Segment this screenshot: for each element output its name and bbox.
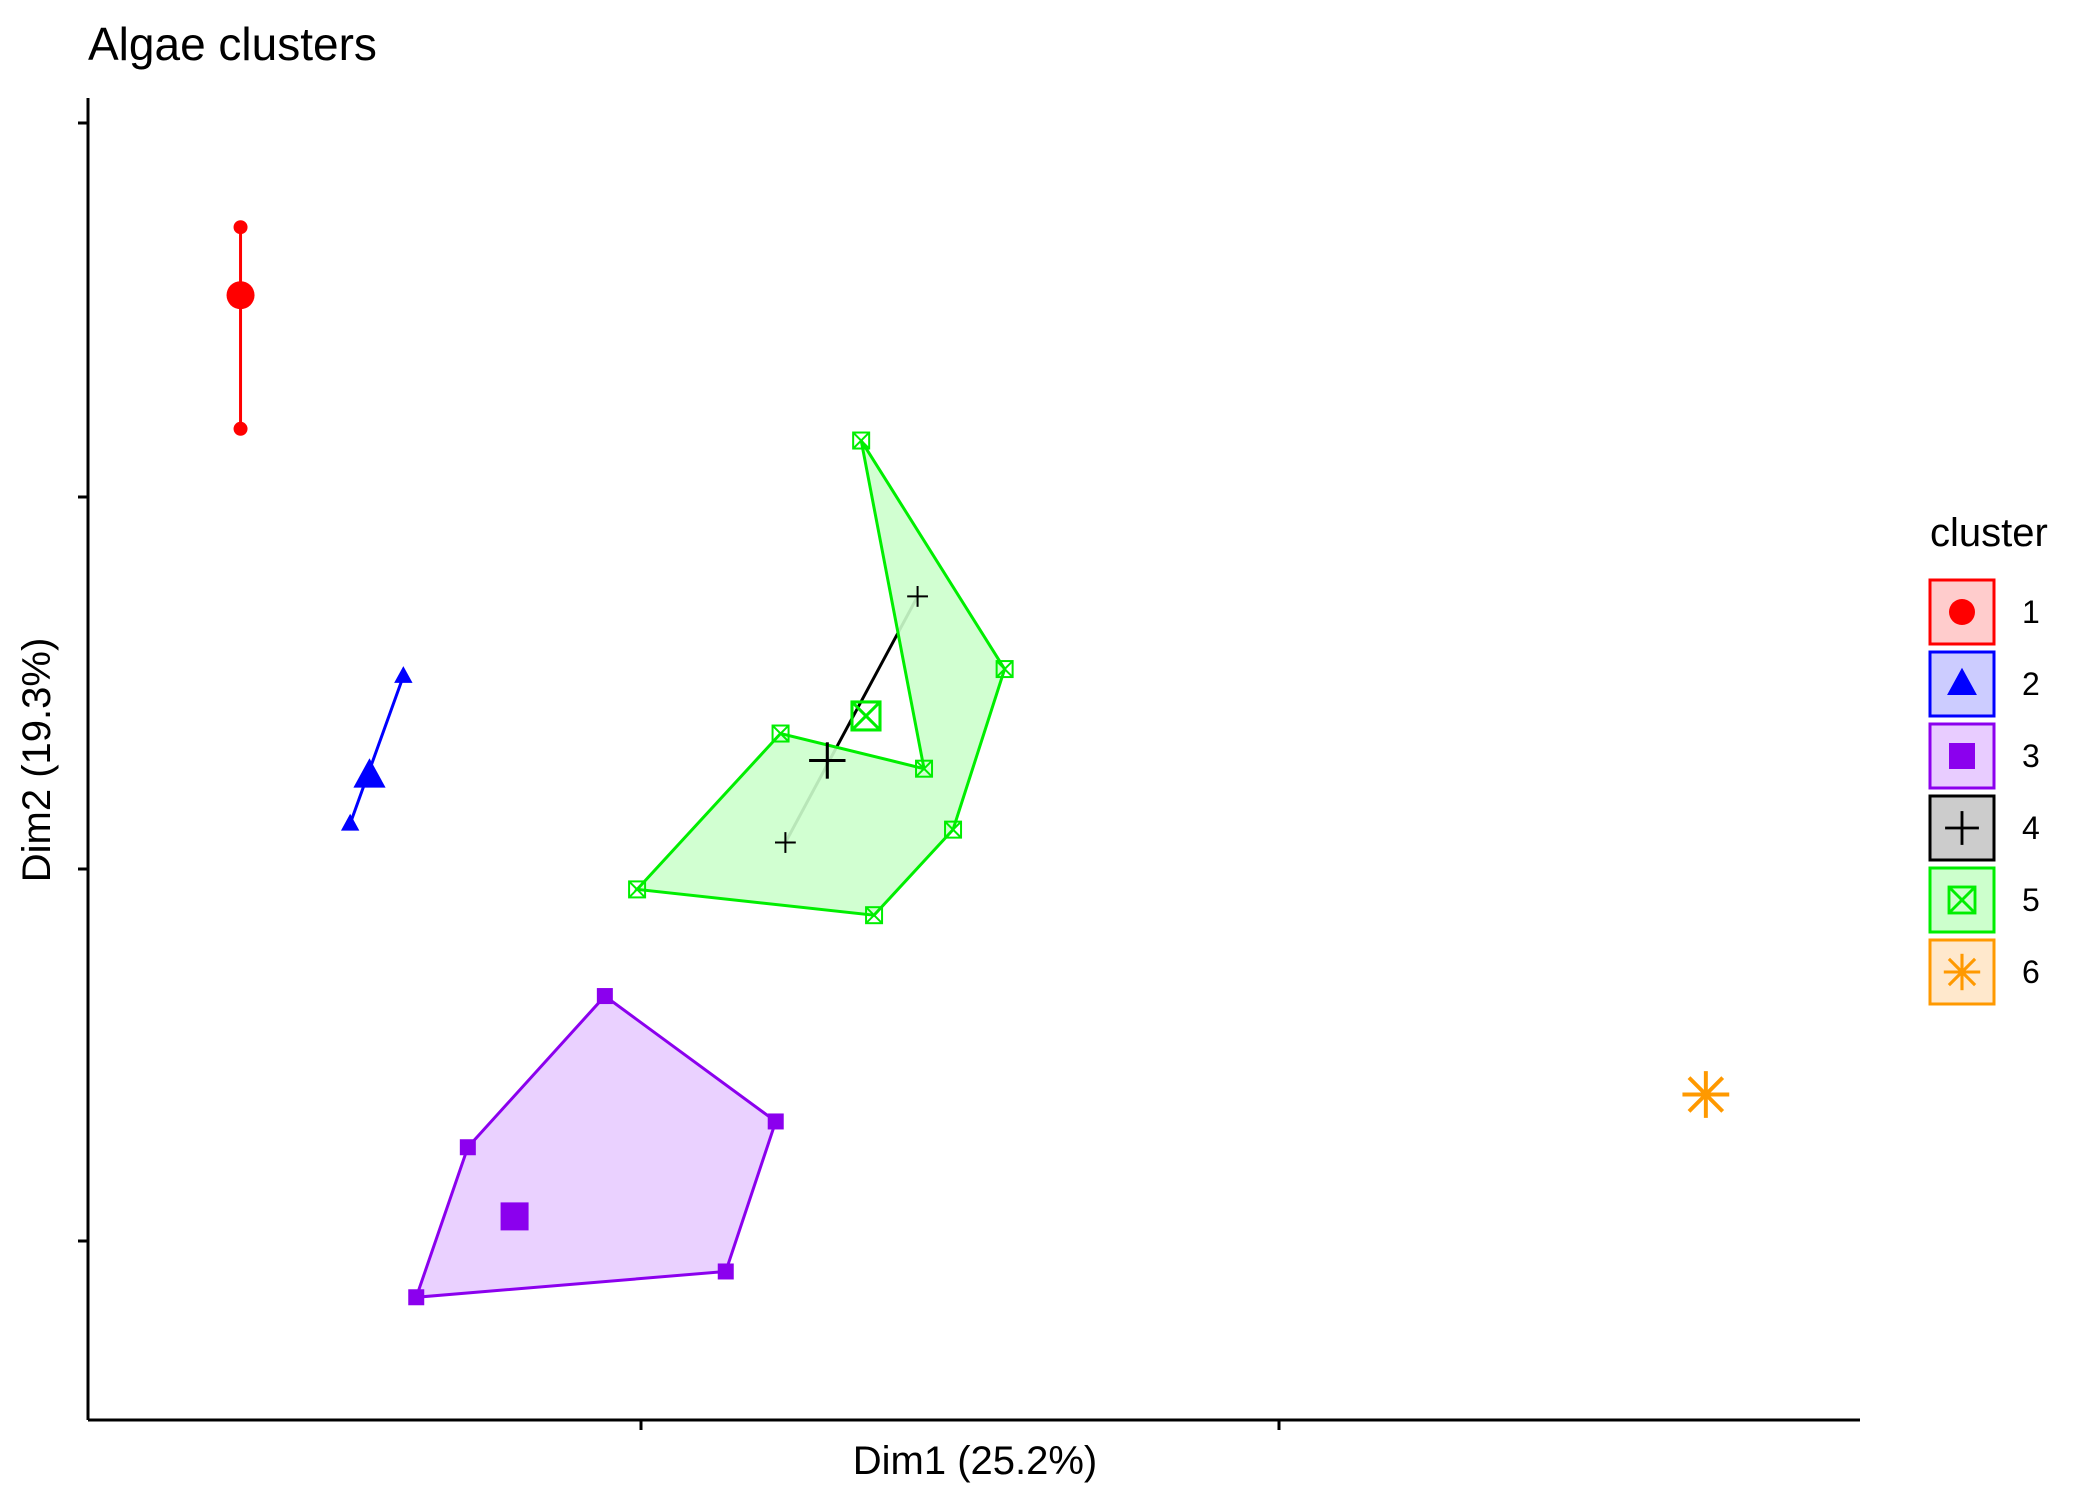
legend: cluster 1 2 3 4 5 6 [1928,511,2048,1006]
cluster-5-point [995,660,1014,679]
cluster-1-point [233,220,248,235]
cluster-2-point [340,813,360,831]
cluster-3-point [408,1289,425,1306]
cluster-2-hull [348,675,405,825]
legend-label-2: 2 [2022,666,2040,702]
cluster-points [226,220,1730,1306]
cluster-5-point [915,759,934,778]
cluster-3-point [767,1113,784,1130]
cluster-5-point [944,820,963,839]
x-axis-title: Dim1 (25.2%) [853,1439,1098,1483]
cluster-6-centroid [1682,1071,1730,1118]
cluster-5-centroid [850,700,882,732]
legend-symbol-2 [1947,667,1977,696]
cluster-4-point [907,586,928,607]
chart-title: Algae clusters [88,18,377,70]
cluster-5-point [865,906,884,925]
cluster-4-point [774,832,796,853]
legend-symbol-3 [1949,743,1975,769]
cluster-hulls [239,227,1007,1299]
cluster-1-point [233,421,248,436]
legend-label-6: 6 [2022,954,2040,990]
cluster-2-centroid [353,758,386,788]
legend-symbol-5 [1947,885,1977,915]
cluster-5-point [852,431,871,450]
cluster-4-centroid [809,742,846,779]
legend-label-4: 4 [2022,810,2040,846]
cluster-2-point [394,666,413,683]
cluster-5-point [771,724,790,743]
legend-label-5: 5 [2022,882,2040,918]
axes [78,98,1860,1430]
cluster-3-centroid [500,1202,529,1231]
legend-label-3: 3 [2022,738,2040,774]
cluster-1-centroid [226,281,255,310]
legend-label-1: 1 [2022,594,2040,630]
y-axis-title: Dim2 (19.3%) [15,638,59,883]
cluster-5-point [628,880,647,899]
legend-symbol-6 [1943,953,1981,991]
legend-symbol-1 [1949,599,1975,625]
legend-title: cluster [1930,511,2048,555]
legend-symbol-4 [1945,811,1979,845]
cluster-3-point [717,1263,734,1280]
cluster-3-point [459,1139,476,1156]
cluster-5-hull [633,439,1007,917]
cluster-3-point [596,988,613,1005]
